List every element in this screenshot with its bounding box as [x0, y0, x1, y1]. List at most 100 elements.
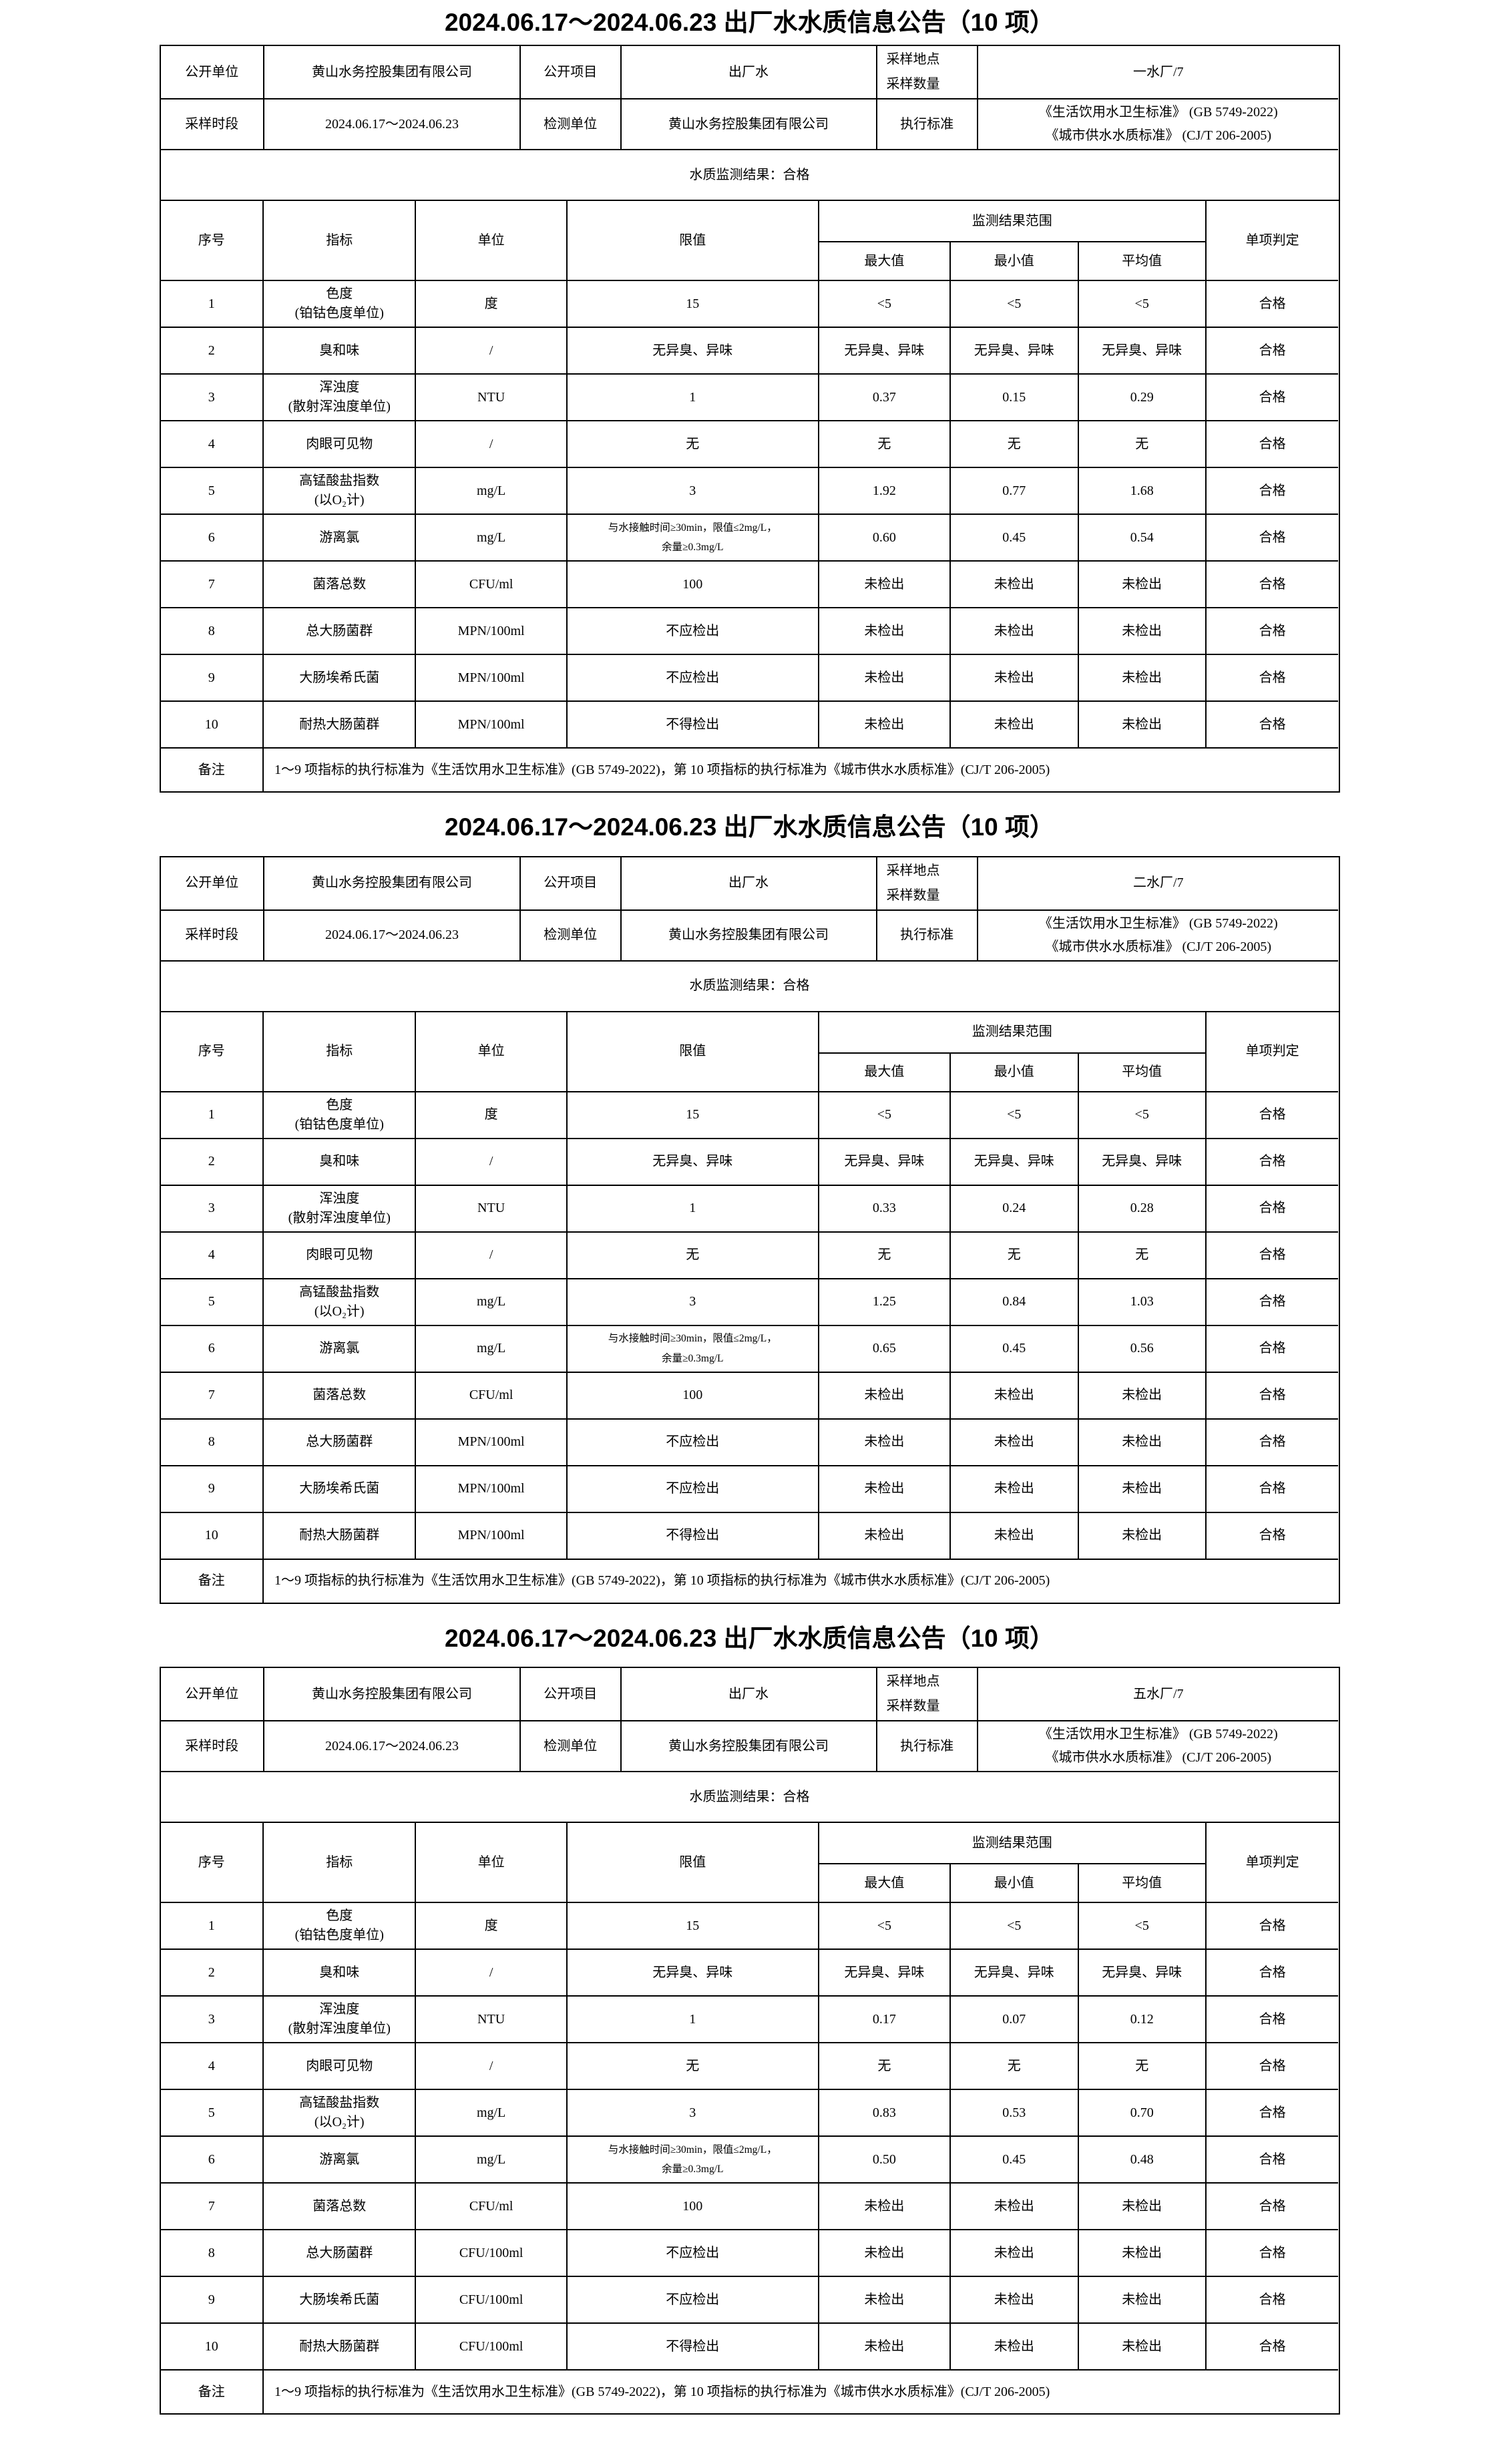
- max-value-cell-text: 0.83: [872, 2105, 896, 2120]
- unit-cell: CFU/100ml: [416, 2324, 568, 2371]
- announcement-block: 2024.06.17～2024.06.23 出厂水水质信息公告（10 项） 公开单…: [159, 1604, 1340, 2415]
- indicator-cell: 菌落总数: [264, 1372, 417, 1420]
- verdict-cell: 合格: [1206, 515, 1339, 562]
- max-value-cell: 0.60: [819, 515, 951, 562]
- page-title: 2024.06.17～2024.06.23 出厂水水质信息公告（10 项）: [444, 813, 1055, 841]
- serial-cell-text: 10: [204, 1528, 218, 1543]
- min-value-cell: 未检出: [951, 2324, 1079, 2371]
- max-value-cell-text: 无异臭、异味: [844, 343, 925, 358]
- remark-text-cell: 1～9 项指标的执行标准为《生活饮用水卫生标准》(GB 5749-2022)，第…: [264, 1560, 1338, 1603]
- indicator-cell: 菌落总数: [264, 562, 417, 609]
- serial-cell: 7: [160, 2184, 264, 2231]
- indicator-cell: 游离氯: [264, 1325, 417, 1373]
- unit-cell: mg/L: [416, 468, 568, 516]
- serial-cell-text: 6: [208, 2151, 215, 2167]
- unit-cell: MPN/100ml: [416, 1512, 568, 1560]
- info-label: 公开单位: [160, 46, 265, 100]
- indicator-cell-line: 浑浊度: [319, 380, 360, 395]
- verdict-cell: 合格: [1206, 1997, 1339, 2044]
- avg-value-cell-text: <5: [1134, 296, 1149, 311]
- max-value-cell: 无: [819, 2043, 951, 2091]
- indicator-cell-text: 耐热大肠菌群: [299, 716, 380, 732]
- limit-cell: 不应检出: [567, 655, 819, 702]
- max-value-cell: 1.25: [819, 1279, 951, 1326]
- limit-cell: 无异臭、异味: [567, 1139, 819, 1186]
- avg-value-cell: 0.54: [1078, 515, 1207, 562]
- limit-cell-line: 余量≥0.3mg/L: [662, 2164, 724, 2176]
- unit-cell-text: NTU: [477, 1201, 505, 1216]
- header-limit-text: 限值: [679, 232, 706, 248]
- max-value-cell: 0.33: [819, 1185, 951, 1233]
- serial-cell-text: 5: [208, 1294, 215, 1309]
- table-row: 4 肉眼可见物 / 无 无 无 无 合格: [160, 421, 1339, 469]
- serial-cell: 10: [160, 2324, 264, 2371]
- header-min-text: 最小值: [994, 253, 1034, 268]
- info-value: 2024.06.17～2024.06.23: [264, 910, 521, 962]
- limit-cell-text: 3: [689, 483, 696, 498]
- verdict-cell: 合格: [1206, 2184, 1339, 2231]
- info-value: 2024.06.17～2024.06.23: [264, 1721, 521, 1773]
- max-value-cell: 未检出: [819, 655, 951, 702]
- indicator-cell-line: (以O₂计): [314, 1303, 365, 1319]
- indicator-cell-line: (铂钴色度单位): [294, 1116, 384, 1132]
- remark-text-cell: 1～9 项指标的执行标准为《生活饮用水卫生标准》(GB 5749-2022)，第…: [264, 749, 1338, 791]
- header-indicator-text: 指标: [326, 1044, 353, 1059]
- indicator-cell: 耐热大肠菌群: [264, 2324, 417, 2371]
- serial-cell: 1: [160, 281, 264, 329]
- min-value-cell-text: 未检出: [994, 1528, 1034, 1543]
- verdict-cell-text: 合格: [1259, 343, 1286, 358]
- max-value-cell: 无: [819, 1232, 951, 1279]
- indicator-cell-text: 总大肠菌群: [306, 2245, 373, 2260]
- min-value-cell: <5: [951, 1092, 1079, 1139]
- table-row: 8 总大肠菌群 CFU/100ml 不应检出 未检出 未检出 未检出 合格: [160, 2230, 1339, 2278]
- unit-cell-text: CFU/ml: [469, 576, 513, 592]
- table-row: 9 大肠埃希氏菌 MPN/100ml 不应检出 未检出 未检出 未检出 合格: [160, 655, 1339, 702]
- indicator-cell-line: (散射浑浊度单位): [288, 2021, 391, 2037]
- limit-cell: 与水接触时间≥30min，限值≤2mg/L， 余量≥0.3mg/L: [567, 1325, 819, 1373]
- indicator-cell-line: 高锰酸盐指数: [299, 2095, 380, 2111]
- header-unit: 单位: [416, 201, 568, 282]
- verdict-cell-text: 合格: [1259, 1154, 1286, 1169]
- verdict-cell: 合格: [1206, 281, 1339, 329]
- table-row: 2 臭和味 / 无异臭、异味 无异臭、异味 无异臭、异味 无异臭、异味 合格: [160, 1139, 1339, 1186]
- limit-cell: 不应检出: [567, 2277, 819, 2324]
- table-row: 4 肉眼可见物 / 无 无 无 无 合格: [160, 1232, 1339, 1279]
- table-row: 8 总大肠菌群 MPN/100ml 不应检出 未检出 未检出 未检出 合格: [160, 1419, 1339, 1466]
- remark-text-cell-text: 1～9 项指标的执行标准为《生活饮用水卫生标准》(GB 5749-2022)，第…: [274, 1573, 1050, 1589]
- unit-cell: /: [416, 1232, 568, 1279]
- sampling-site-quantity-cell-line: 采样数量: [886, 77, 940, 92]
- info-value-text: 黄山水务控股集团有限公司: [668, 116, 829, 132]
- max-value-cell: 未检出: [819, 2184, 951, 2231]
- result-row: 水质监测结果：合格: [160, 1772, 1339, 1824]
- indicator-cell-text: 菌落总数: [312, 1388, 367, 1403]
- header-unit: 单位: [416, 1823, 568, 1904]
- verdict-cell-text: 合格: [1259, 2245, 1286, 2260]
- indicator-cell-text: 菌落总数: [312, 2198, 367, 2214]
- verdict-cell-text: 合格: [1259, 1965, 1286, 1980]
- info-label-text: 公开项目: [544, 1686, 598, 1701]
- serial-cell-text: 2: [208, 1154, 215, 1169]
- serial-cell: 6: [160, 2137, 264, 2184]
- max-value-cell: 未检出: [819, 1372, 951, 1420]
- limit-cell: 15: [567, 1092, 819, 1139]
- min-value-cell-text: 未检出: [994, 716, 1034, 732]
- exec-standard-cell: 《生活饮用水卫生标准》 (GB 5749-2022) 《城市供水水质标准》 (CJ…: [978, 911, 1339, 962]
- sampling-site-quantity-cell: 采样地点 采样数量: [877, 1668, 979, 1722]
- serial-cell-text: 10: [204, 716, 218, 732]
- unit-cell: 度: [416, 1092, 568, 1139]
- min-value-cell-text: 未检出: [994, 1434, 1034, 1450]
- indicator-cell: 高锰酸盐指数 (以O₂计): [264, 468, 417, 516]
- limit-cell: 3: [567, 2090, 819, 2137]
- avg-value-cell-text: 无: [1135, 1247, 1149, 1263]
- serial-cell: 5: [160, 468, 264, 516]
- verdict-cell: 合格: [1206, 375, 1339, 422]
- unit-cell-text: CFU/ml: [469, 2198, 513, 2214]
- unit-cell-text: NTU: [477, 389, 505, 405]
- remark-label-cell-text: 备注: [198, 2384, 225, 2399]
- header-verdict-text: 单项判定: [1245, 232, 1299, 248]
- header-serial: 序号: [160, 1823, 264, 1904]
- min-value-cell: 无: [951, 1232, 1079, 1279]
- max-value-cell: <5: [819, 1903, 951, 1950]
- serial-cell: 7: [160, 1372, 264, 1420]
- serial-cell-text: 7: [208, 1388, 215, 1403]
